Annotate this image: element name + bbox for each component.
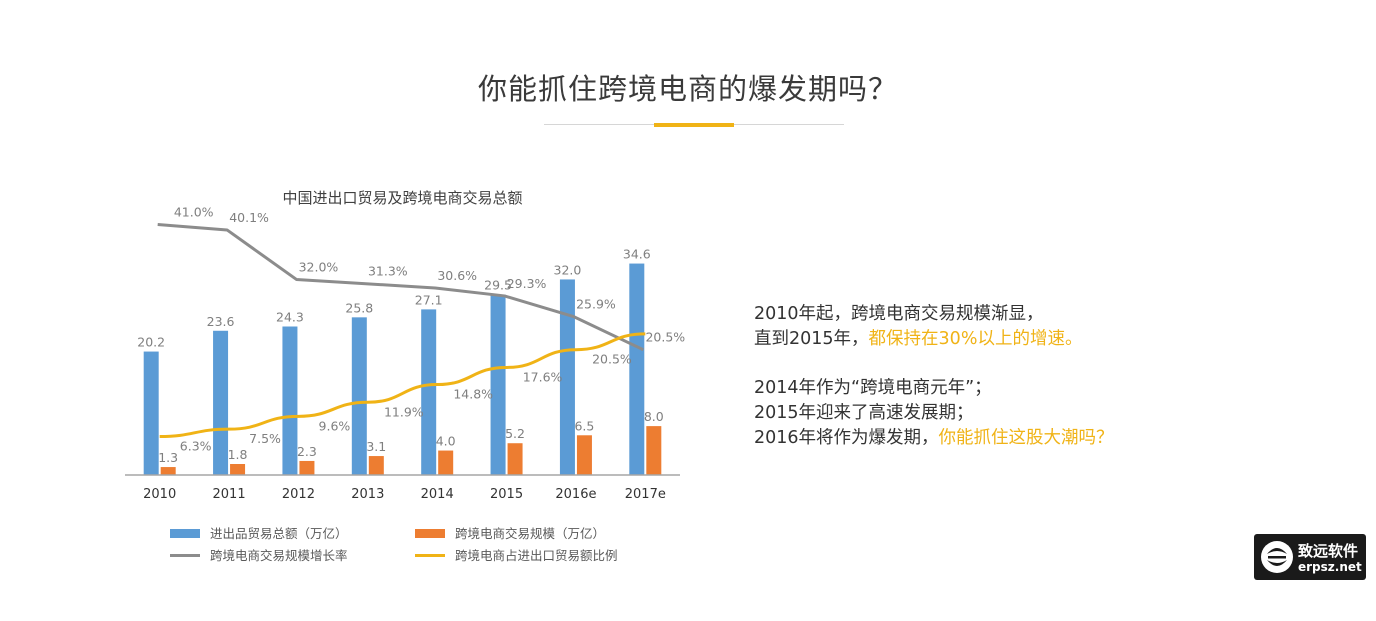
bar-label-2017e-1: 8.0 — [644, 409, 664, 424]
growth-label-2014: 30.6% — [437, 268, 477, 283]
bar-label-2014-1: 4.0 — [436, 434, 456, 449]
summary-p2-highlight: 你能抓住这股大潮吗？ — [938, 428, 1114, 448]
share-label-2016e: 20.5% — [592, 352, 632, 367]
x-tick-2014: 2014 — [421, 487, 454, 502]
bar-label-2015-1: 5.2 — [505, 426, 525, 441]
bar-label-2015-0: 29.5 — [484, 278, 512, 293]
summary-p1-line1: 2010年起，跨境电商交易规模渐显， — [754, 304, 1044, 324]
bar-label-2013-1: 3.1 — [366, 439, 386, 454]
bar-2014-0 — [421, 309, 437, 475]
summary-p1-highlight: 都保持在30%以上的增速。 — [868, 329, 1083, 349]
legend-swatch-0 — [170, 529, 200, 538]
x-tick-2012: 2012 — [282, 487, 315, 502]
bar-label-2014-0: 27.1 — [415, 292, 443, 307]
bar-2016e-1 — [576, 435, 592, 475]
x-tick-2016e: 2016e — [555, 487, 596, 502]
x-tick-2015: 2015 — [490, 487, 523, 502]
share-label-2015: 17.6% — [523, 369, 563, 384]
share-label-2014: 14.8% — [453, 387, 493, 402]
growth-label-2012: 32.0% — [299, 259, 339, 274]
legend-swatch-3 — [415, 554, 445, 557]
line-series-0 — [157, 222, 644, 352]
share-label-2011: 7.5% — [249, 431, 281, 446]
bar-2011-0 — [213, 330, 229, 475]
growth-label-2016e: 25.9% — [576, 297, 616, 312]
bar-label-2012-1: 2.3 — [297, 444, 317, 459]
x-tick-2010: 2010 — [143, 487, 176, 502]
summary-p2-line3-plain: 2016年将作为爆发期， — [754, 428, 939, 448]
bar-2013-0 — [351, 317, 367, 475]
share-label-2010: 6.3% — [180, 439, 212, 454]
bar-2015-0 — [490, 294, 506, 475]
legend-swatch-1 — [415, 529, 445, 538]
bar-label-2016e-0: 32.0 — [554, 262, 582, 277]
title-accent-bar — [654, 123, 734, 127]
summary-p2-line2: 2015年迎来了高速发展期； — [754, 403, 974, 423]
brand-name: 致远软件 — [1298, 542, 1359, 560]
bar-2010-0 — [143, 351, 159, 475]
chart-title: 中国进出口贸易及跨境电商交易总额 — [282, 189, 522, 207]
share-label-2013: 11.9% — [384, 404, 424, 419]
growth-label-2015: 29.3% — [507, 276, 547, 291]
trade-chart: 中国进出口贸易及跨境电商交易总额 20.2 23.6 24.3 25.8 27.1 29.5… — [125, 189, 685, 563]
brand-swirl-icon — [1261, 541, 1293, 573]
summary-p1-line2: 直到2015年，都保持在30%以上的增速。 — [754, 327, 1114, 352]
bar-2010-1 — [160, 467, 176, 475]
bar-2017e-1 — [646, 426, 662, 475]
bar-2014-1 — [438, 450, 454, 475]
brand-logo[interactable] — [1254, 534, 1366, 580]
legend-label-2: 跨境电商交易规模增长率 — [210, 548, 348, 563]
bar-label-2011-1: 1.8 — [228, 447, 248, 462]
line-series-1 — [159, 332, 646, 438]
summary-text: 2010年起，跨境电商交易规模渐显， 直到2015年，都保持在30%以上的增速。… — [754, 302, 1114, 451]
bar-label-2010-1: 1.3 — [158, 450, 178, 465]
bar-2011-1 — [230, 464, 246, 475]
growth-label-2013: 31.3% — [368, 264, 408, 279]
growth-label-2010: 41.0% — [174, 204, 214, 219]
share-label-2012: 9.6% — [319, 418, 351, 433]
legend-label-0: 进出品贸易总额（万亿） — [210, 526, 348, 541]
growth-label-2011: 40.1% — [229, 210, 269, 225]
bar-2015-1 — [507, 443, 523, 475]
legend-swatch-2 — [170, 554, 200, 557]
bar-2012-1 — [299, 460, 315, 475]
x-tick-2017e: 2017e — [625, 487, 666, 502]
growth-label-2017e: 20.5% — [645, 330, 685, 345]
bar-label-2013-0: 25.8 — [345, 300, 373, 315]
bar-2016e-0 — [559, 279, 575, 475]
summary-p2-line1: 2014年作为“跨境电商元年”； — [754, 378, 992, 398]
bar-label-2012-0: 24.3 — [276, 310, 304, 325]
legend-label-1: 跨境电商交易规模（万亿） — [455, 526, 605, 541]
bar-2013-1 — [368, 456, 384, 475]
x-tick-2013: 2013 — [351, 487, 384, 502]
brand-domain: erpsz.net — [1298, 560, 1362, 574]
bar-label-2011-0: 23.6 — [207, 314, 235, 329]
legend-label-3: 跨境电商占进出口贸易额比例 — [455, 548, 618, 563]
summary-p2-line3: 2016年将作为爆发期，你能抓住这股大潮吗？ — [754, 426, 1114, 451]
bar-label-2010-0: 20.2 — [137, 335, 165, 350]
bar-2017e-0 — [629, 263, 645, 475]
summary-p1-line2-plain: 直到2015年， — [754, 329, 869, 349]
bar-label-2016e-1: 6.5 — [574, 418, 594, 433]
page-title: 你能抓住跨境电商的爆发期吗？ — [477, 72, 898, 106]
bar-label-2017e-0: 34.6 — [623, 247, 651, 262]
x-tick-2011: 2011 — [213, 487, 246, 502]
bar-2012-0 — [282, 326, 298, 475]
